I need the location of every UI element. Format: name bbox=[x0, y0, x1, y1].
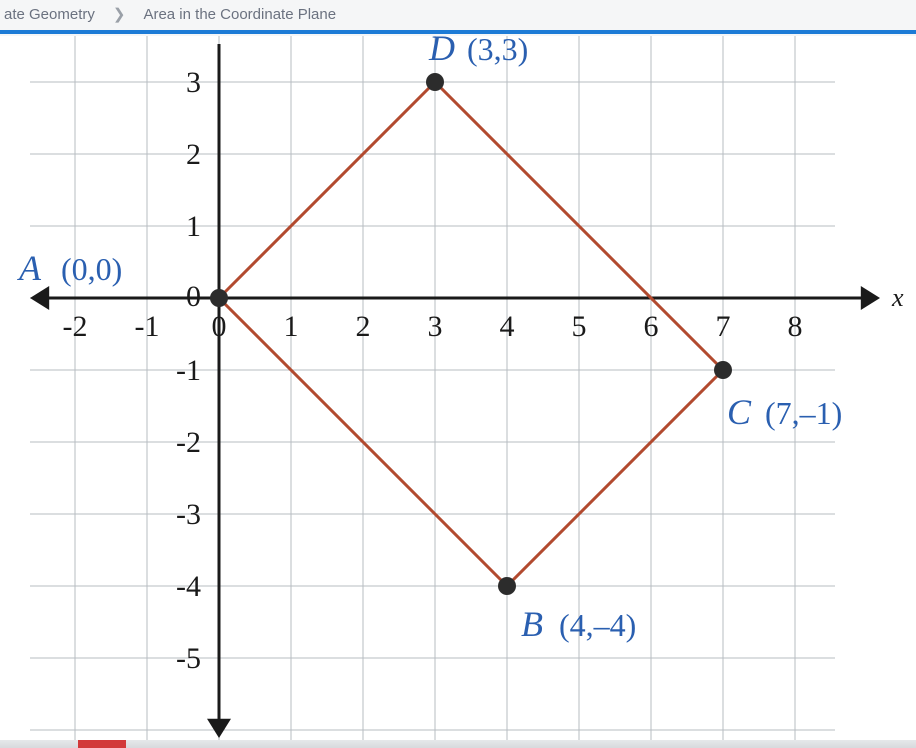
y-tick-label: -5 bbox=[176, 642, 201, 675]
y-tick-label: 1 bbox=[186, 210, 201, 243]
x-tick-label: 3 bbox=[428, 310, 443, 343]
y-tick-label: -1 bbox=[176, 354, 201, 387]
coordinate-plane: x -2 -1 0 1 2 3 4 5 6 7 8 0 1 2 3 -1 -2 -3 -4 -5 A (0,0) D (3,3)… bbox=[0, 36, 916, 740]
x-tick-label: 4 bbox=[500, 310, 515, 343]
vertex-d bbox=[426, 73, 444, 91]
taskbar-highlight bbox=[78, 740, 126, 748]
breadcrumb: ate Geometry ❯ Area in the Coordinate Pl… bbox=[0, 0, 916, 28]
y-tick-label: 2 bbox=[186, 138, 201, 171]
plot-svg: x -2 -1 0 1 2 3 4 5 6 7 8 0 1 2 3 -1 -2 -3 -4 -5 A (0,0) D (3,3)… bbox=[0, 36, 916, 740]
y-tick-label: -2 bbox=[176, 426, 201, 459]
vertex-b bbox=[498, 577, 516, 595]
breadcrumb-item-2[interactable]: Area in the Coordinate Plane bbox=[143, 6, 336, 23]
vertex-coord-d: (3,3) bbox=[467, 36, 528, 67]
vertex-a bbox=[210, 289, 228, 307]
vertex-letter-a: A bbox=[17, 248, 42, 288]
vertex-coord-c: (7,–1) bbox=[765, 395, 842, 431]
vertex-letter-b: B bbox=[521, 604, 543, 644]
x-tick-label: 2 bbox=[356, 310, 371, 343]
x-tick-label: -2 bbox=[63, 310, 88, 343]
x-tick-label: 8 bbox=[788, 310, 803, 343]
chevron-right-icon: ❯ bbox=[113, 5, 126, 23]
vertex-coord-b: (4,–4) bbox=[559, 607, 636, 643]
vertex-letter-d: D bbox=[428, 36, 455, 68]
x-tick-label: 0 bbox=[212, 310, 227, 343]
x-tick-label: -1 bbox=[135, 310, 160, 343]
axes bbox=[30, 44, 880, 738]
x-tick-label: 1 bbox=[284, 310, 299, 343]
vertex-c bbox=[714, 361, 732, 379]
grid bbox=[30, 36, 835, 740]
x-axis-label: x bbox=[891, 283, 904, 312]
y-tick-label: 3 bbox=[186, 66, 201, 99]
y-tick-label: -3 bbox=[176, 498, 201, 531]
x-tick-label: 5 bbox=[572, 310, 587, 343]
breadcrumb-item-1[interactable]: ate Geometry bbox=[4, 6, 95, 23]
y-tick-label: -4 bbox=[176, 570, 201, 603]
top-divider bbox=[0, 30, 916, 34]
vertex-letter-c: C bbox=[727, 392, 752, 432]
vertex-coord-a: (0,0) bbox=[61, 251, 122, 287]
x-tick-label: 7 bbox=[716, 310, 731, 343]
taskbar-strip bbox=[0, 740, 916, 748]
x-tick-label: 6 bbox=[644, 310, 659, 343]
origin-zero: 0 bbox=[186, 280, 201, 313]
